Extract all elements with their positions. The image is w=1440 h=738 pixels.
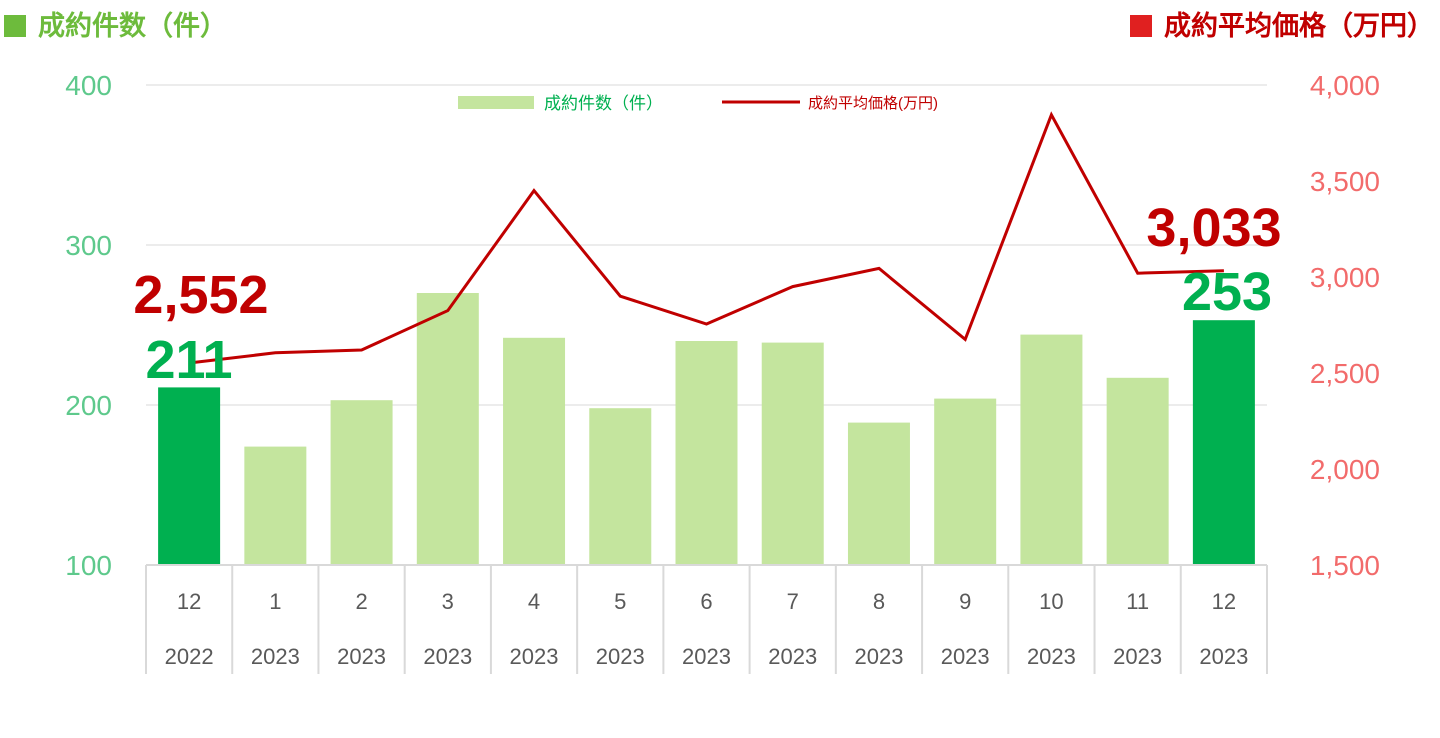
legend-label-line: 成約平均価格(万円) — [808, 95, 938, 112]
month-tick-label: 6 — [700, 589, 712, 614]
price-line — [188, 111, 1224, 365]
right-axis-title: 成約平均価格（万円） — [1130, 4, 1434, 43]
month-tick-label: 1 — [269, 589, 281, 614]
year-tick-label: 2023 — [423, 644, 472, 669]
left-axis-tick-label: 400 — [65, 70, 112, 101]
year-tick-label: 2023 — [768, 644, 817, 669]
red-square-icon — [1130, 15, 1152, 37]
bar — [675, 341, 738, 565]
bar — [1192, 320, 1255, 565]
bar — [589, 408, 652, 565]
legend-label-bars: 成約件数（件） — [544, 94, 663, 113]
data-label: 211 — [145, 330, 232, 390]
bar — [158, 387, 221, 565]
right-axis-tick-label: 3,500 — [1310, 166, 1380, 197]
month-tick-label: 12 — [177, 589, 201, 614]
month-tick-label: 7 — [787, 589, 799, 614]
left-axis-tick-label: 100 — [65, 550, 112, 581]
right-axis-title-text: 成約平均価格（万円） — [1164, 11, 1434, 42]
year-tick-label: 2023 — [1113, 644, 1162, 669]
year-tick-label: 2023 — [682, 644, 731, 669]
right-axis-tick-label: 2,500 — [1310, 358, 1380, 389]
data-label: 3,033 — [1146, 198, 1281, 258]
bar — [761, 342, 824, 565]
month-tick-label: 5 — [614, 589, 626, 614]
year-tick-label: 2023 — [854, 644, 903, 669]
month-tick-label: 2 — [355, 589, 367, 614]
bar — [934, 398, 997, 565]
data-label: 2,552 — [133, 265, 268, 325]
bar — [416, 293, 479, 565]
month-tick-label: 9 — [959, 589, 971, 614]
year-tick-label: 2023 — [251, 644, 300, 669]
right-axis-tick-label: 1,500 — [1310, 550, 1380, 581]
month-tick-label: 11 — [1126, 589, 1149, 614]
month-tick-label: 10 — [1039, 589, 1063, 614]
year-tick-label: 2023 — [596, 644, 645, 669]
month-tick-label: 8 — [873, 589, 885, 614]
green-square-icon — [4, 15, 26, 37]
right-axis-tick-label: 3,000 — [1310, 262, 1380, 293]
year-tick-label: 2022 — [165, 644, 214, 669]
year-tick-label: 2023 — [510, 644, 559, 669]
left-axis-tick-label: 200 — [65, 390, 112, 421]
left-axis-title-text: 成約件数（件） — [38, 11, 227, 42]
data-label: 253 — [1182, 262, 1272, 322]
year-tick-label: 2023 — [337, 644, 386, 669]
month-tick-label: 4 — [528, 589, 540, 614]
left-axis-tick-label: 300 — [65, 230, 112, 261]
month-tick-label: 3 — [442, 589, 454, 614]
year-tick-label: 2023 — [1027, 644, 1076, 669]
year-tick-label: 2023 — [1199, 644, 1248, 669]
right-axis-tick-label: 2,000 — [1310, 454, 1380, 485]
bar — [1106, 377, 1169, 565]
bar — [503, 337, 566, 565]
bar — [244, 446, 307, 565]
legend-swatch-bars — [458, 96, 534, 109]
left-axis-title: 成約件数（件） — [4, 4, 227, 43]
bar — [1020, 334, 1083, 565]
year-tick-label: 2023 — [941, 644, 990, 669]
bar — [330, 400, 393, 565]
right-axis-tick-label: 4,000 — [1310, 70, 1380, 101]
month-tick-label: 12 — [1212, 589, 1236, 614]
bar — [847, 422, 910, 565]
